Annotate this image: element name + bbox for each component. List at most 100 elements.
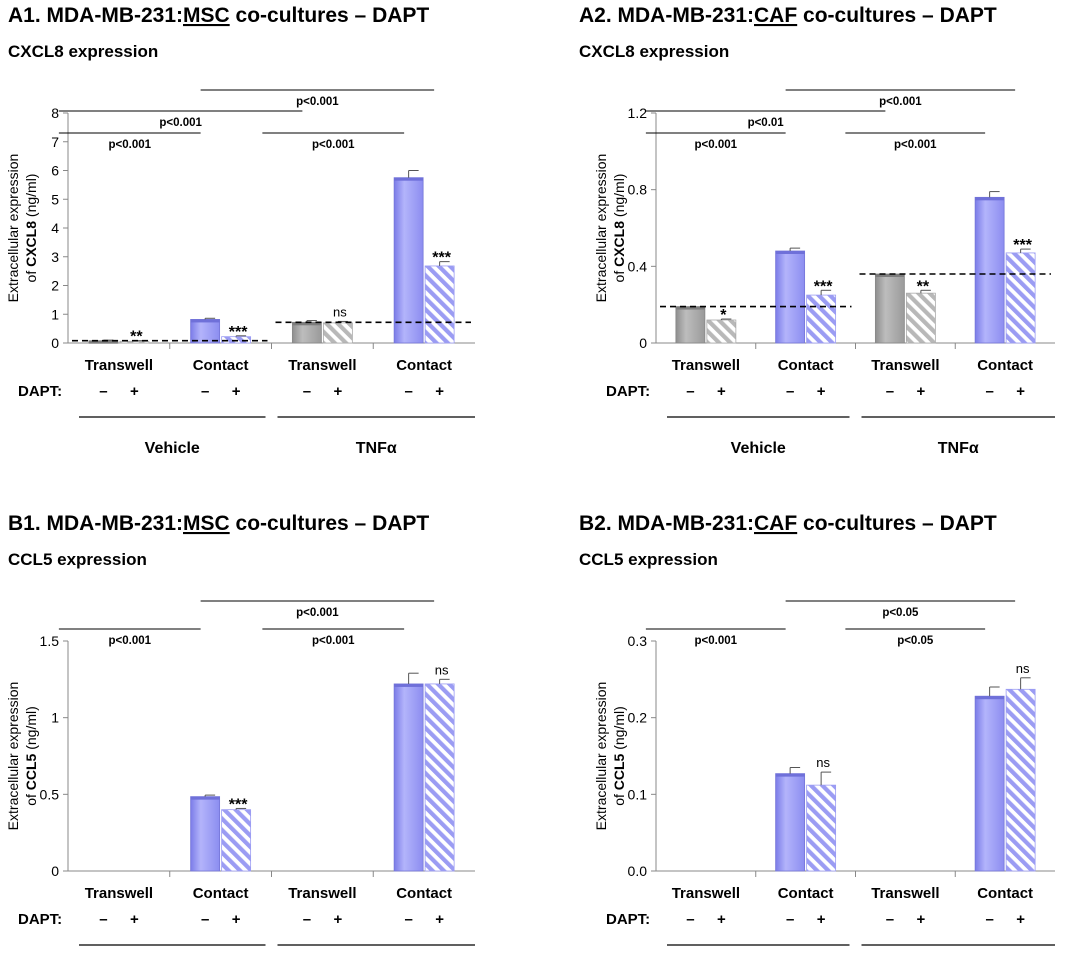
dapt-plus: + — [817, 383, 826, 400]
panel-label: B1. MDA-MB-231: — [8, 512, 183, 535]
panel-subtitle: CCL5 expression — [579, 550, 718, 569]
group-label: Contact — [193, 885, 249, 902]
p-value-label: p<0.001 — [694, 139, 737, 151]
bar — [424, 683, 455, 872]
dapt-plus: + — [916, 383, 925, 400]
p-value-label: p<0.001 — [159, 117, 202, 129]
treatment-label: TNFα — [356, 440, 397, 457]
y-tick-label: 0 — [51, 335, 59, 351]
significance-label: ns — [816, 755, 830, 770]
bar — [675, 306, 706, 344]
y-tick-label: 0.3 — [628, 633, 648, 649]
dapt-minus: – — [985, 383, 993, 400]
y-axis-label-line1: Extracellular expression — [593, 682, 609, 831]
panel-subtitle: CXCL8 expression — [579, 42, 729, 61]
significance-label: ns — [333, 304, 347, 319]
bar-cap — [975, 197, 1005, 201]
y-axis-label-gene: CXCL8 — [23, 221, 39, 267]
y-tick-label: 7 — [51, 134, 59, 150]
p-value-label: p<0.001 — [879, 96, 922, 108]
panel-label: A1. MDA-MB-231: — [8, 4, 183, 27]
panel-title-cell: CAF — [754, 4, 797, 27]
panel-title-cell: MSC — [183, 4, 230, 27]
p-value-label: p<0.001 — [312, 635, 355, 647]
dapt-plus: + — [817, 911, 826, 928]
panel-title: A1. MDA-MB-231:MSC co-cultures – DAPT — [8, 4, 429, 27]
bar-cap — [190, 319, 220, 323]
panel-title-suffix: co-cultures – DAPT — [797, 4, 997, 27]
treatment-label: TNFα — [938, 440, 979, 457]
bar — [806, 784, 837, 872]
group-label: Transwell — [288, 885, 356, 902]
y-tick-label: 1.2 — [628, 105, 648, 121]
significance-label: *** — [814, 278, 833, 295]
chart-panel-b1: B1. MDA-MB-231:MSC co-cultures – DAPT CCL… — [5, 512, 475, 946]
group-label: Contact — [977, 885, 1033, 902]
y-tick-label: 0.0 — [628, 863, 648, 879]
y-axis-label-pre: of — [23, 790, 39, 806]
y-tick-label: 0.8 — [628, 182, 648, 198]
y-tick-label: 8 — [51, 105, 59, 121]
y-axis-label-pre: of — [611, 267, 627, 283]
significance-label: * — [720, 307, 727, 324]
bar-cap — [88, 340, 118, 344]
panel-title-cell: MSC — [183, 512, 230, 535]
bar — [905, 292, 936, 344]
dapt-minus: – — [201, 911, 209, 928]
dapt-minus: – — [886, 383, 894, 400]
group-label: Contact — [977, 357, 1033, 374]
bar — [393, 683, 424, 872]
dapt-minus: – — [985, 911, 993, 928]
y-tick-label: 5 — [51, 191, 59, 207]
y-tick-label: 0.5 — [40, 786, 60, 802]
y-axis-label-gene: CCL5 — [23, 753, 39, 790]
significance-label: ** — [130, 329, 143, 346]
chart-panel-a2: A2. MDA-MB-231:CAF co-cultures – DAPT CXC… — [579, 4, 1055, 457]
group-label: Transwell — [672, 357, 740, 374]
treatment-label: Vehicle — [731, 440, 786, 457]
dapt-label: DAPT: — [606, 911, 650, 928]
group-label: Transwell — [871, 885, 939, 902]
dapt-minus: – — [686, 383, 694, 400]
y-axis-label-unit: (ng/ml) — [23, 174, 39, 221]
group-label: Transwell — [871, 357, 939, 374]
y-axis-label-line2: of CXCL8 (ng/ml) — [23, 174, 39, 283]
bar — [190, 796, 221, 872]
dapt-plus: + — [130, 383, 139, 400]
significance-label: *** — [432, 250, 451, 267]
dapt-plus: + — [1016, 911, 1025, 928]
bar — [974, 695, 1005, 872]
y-axis-label-line2: of CCL5 (ng/ml) — [611, 706, 627, 806]
dapt-plus: + — [333, 911, 342, 928]
dapt-minus: – — [786, 383, 794, 400]
group-label: Transwell — [85, 885, 153, 902]
bar — [393, 177, 424, 344]
dapt-plus: + — [435, 911, 444, 928]
dapt-label: DAPT: — [18, 911, 62, 928]
y-axis-label-pre: of — [23, 267, 39, 283]
y-axis-label-unit: (ng/ml) — [23, 706, 39, 753]
p-value-label: p<0.001 — [312, 139, 355, 151]
chart-panel-b2: B2. MDA-MB-231:CAF co-cultures – DAPT CCL… — [579, 512, 1055, 946]
p-value-label: p<0.001 — [108, 139, 151, 151]
y-tick-label: 0 — [639, 335, 647, 351]
y-tick-label: 0.1 — [628, 786, 648, 802]
y-axis-label-pre: of — [611, 790, 627, 806]
p-value-label: p<0.05 — [897, 635, 934, 647]
dapt-plus: + — [130, 911, 139, 928]
bar — [1005, 688, 1036, 872]
panel-subtitle: CXCL8 expression — [8, 42, 158, 61]
group-label: Contact — [396, 357, 452, 374]
bar — [424, 265, 455, 344]
dapt-minus: – — [404, 383, 412, 400]
significance-label: ** — [917, 278, 930, 295]
bar — [775, 250, 806, 344]
bar-cap — [775, 773, 805, 777]
dapt-minus: – — [99, 383, 107, 400]
group-label: Transwell — [85, 357, 153, 374]
panel-title-suffix: co-cultures – DAPT — [230, 4, 430, 27]
bar — [190, 319, 221, 344]
dapt-plus: + — [916, 911, 925, 928]
panel-label: A2. MDA-MB-231: — [579, 4, 754, 27]
